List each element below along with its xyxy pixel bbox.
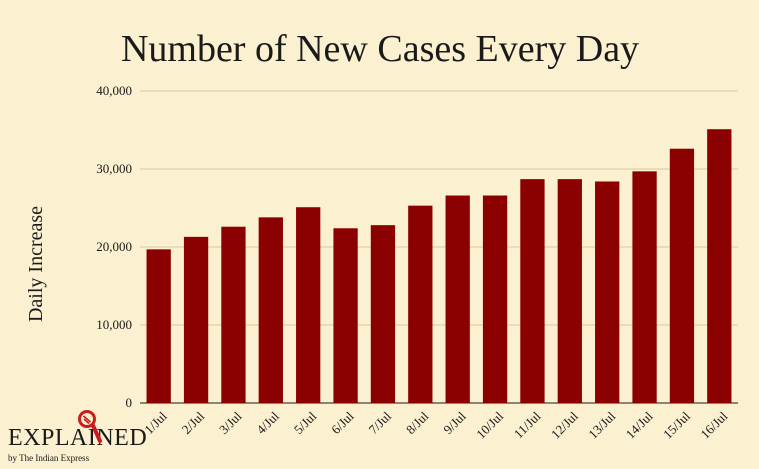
y-tick-label: 20,000: [96, 239, 132, 254]
x-tick-label: 14/Jul: [623, 408, 656, 441]
bar: [408, 205, 433, 403]
x-tick-label: 3/Jul: [216, 408, 245, 437]
x-tick-label: 8/Jul: [403, 408, 432, 437]
x-tick-layer: 1/Jul 2/Jul 3/Jul 4/Jul 5/Jul 6/Jul 7/Jul 8/Jul…: [141, 408, 730, 441]
y-tick-label: 0: [126, 395, 133, 410]
bar: [370, 225, 396, 403]
x-tick-label: 13/Jul: [585, 408, 618, 441]
logo-subtitle: by The Indian Express: [8, 453, 90, 463]
magnifier-icon: [78, 410, 102, 443]
bar: [258, 217, 283, 403]
x-tick-label: 5/Jul: [291, 408, 320, 437]
x-tick-label: 6/Jul: [328, 408, 357, 437]
y-tick-label: 30,000: [96, 161, 132, 176]
bar: [445, 195, 470, 403]
logo-wordmark: EXPLAINED: [8, 425, 148, 451]
y-tick-label: 10,000: [96, 317, 132, 332]
y-tick-label: 40,000: [96, 83, 132, 98]
x-tick-label: 10/Jul: [473, 408, 506, 441]
bar: [632, 171, 657, 403]
x-tick-label: 16/Jul: [697, 408, 730, 441]
bars-layer: [146, 129, 732, 403]
bar: [296, 207, 321, 403]
explained-logo: EXPLAINED by The Indian Express: [6, 408, 156, 468]
bar: [146, 249, 171, 403]
bar: [482, 195, 508, 403]
bar: [669, 148, 695, 403]
x-tick-label: 9/Jul: [440, 408, 469, 437]
x-tick-label: 7/Jul: [366, 408, 395, 437]
x-tick-label: 4/Jul: [253, 408, 282, 437]
bar: [221, 226, 246, 403]
bar: [183, 236, 209, 403]
bar: [333, 228, 358, 403]
x-tick-label: 15/Jul: [660, 408, 693, 441]
y-axis-label: Daily Increase: [25, 206, 47, 322]
bar: [707, 129, 732, 403]
bar: [520, 179, 545, 403]
chart-title: Number of New Cases Every Day: [121, 28, 639, 70]
bar: [557, 179, 582, 403]
x-tick-label: 12/Jul: [548, 408, 581, 441]
x-tick-label: 11/Jul: [511, 408, 544, 441]
bar: [595, 181, 620, 403]
x-tick-label: 2/Jul: [179, 408, 208, 437]
